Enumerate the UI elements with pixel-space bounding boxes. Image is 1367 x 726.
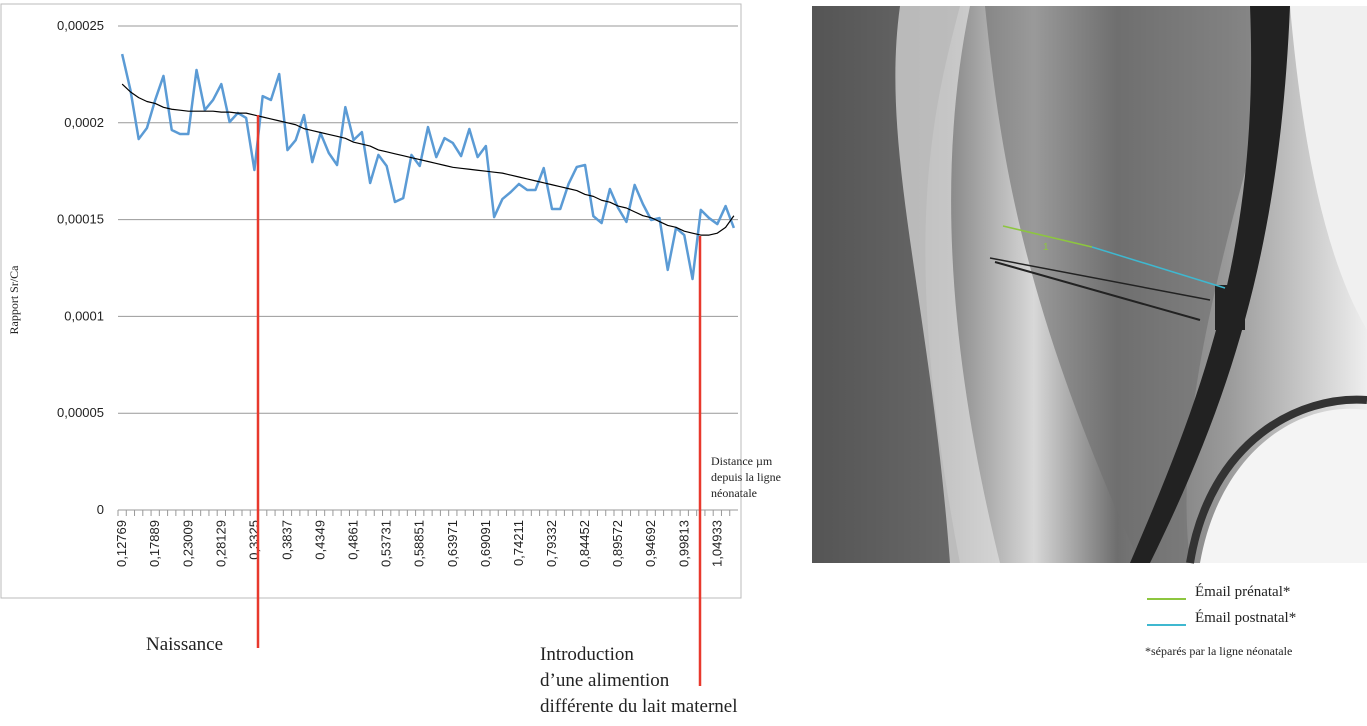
x-tick-label: 0,58851	[412, 520, 427, 567]
x-tick-label: 0,79332	[544, 520, 559, 567]
x-tick-label: 0,53731	[379, 520, 394, 567]
y-axis-label: Rapport Sr/Ca	[7, 265, 21, 335]
y-tick-label: 0,0001	[64, 308, 104, 323]
y-tick-label: 0	[97, 502, 104, 517]
annotation-text: différente du lait maternel	[540, 696, 737, 717]
x-axis-label: depuis la ligne	[711, 470, 781, 484]
x-tick-label: 0,12769	[114, 520, 129, 567]
x-axis-label: néonatale	[711, 486, 757, 500]
x-tick-label: 0,4349	[313, 520, 328, 560]
data-line	[120, 53, 736, 281]
x-tick-label: 0,69091	[478, 520, 493, 567]
annotation-text: Naissance	[146, 634, 223, 655]
chart-frame	[0, 3, 742, 599]
annotation-text: d’une alimention	[540, 670, 670, 691]
photo	[812, 6, 1367, 564]
data-line	[121, 83, 735, 236]
marker-label: 1	[1043, 242, 1049, 253]
y-tick-label: 0,00025	[57, 18, 104, 33]
x-tick-label: 0,94692	[643, 520, 658, 567]
x-tick-label: 0,17889	[147, 520, 162, 567]
x-tick-label: 0,63971	[445, 520, 460, 567]
y-tick-label: 0,00005	[57, 405, 104, 420]
x-tick-label: 0,89572	[610, 520, 625, 567]
x-axis-label: Distance µm	[711, 454, 773, 468]
y-tick-label: 0,0002	[64, 115, 104, 130]
x-tick-label: 0,4861	[346, 520, 361, 560]
legend-label: Émail prénatal*	[1195, 583, 1290, 600]
x-tick-label: 0,28129	[213, 520, 228, 567]
x-tick-label: 0,99813	[676, 520, 691, 567]
annotation-text: Introduction	[540, 644, 634, 665]
x-tick-label: 1,04933	[709, 520, 724, 567]
x-tick-label: 0,84452	[577, 520, 592, 567]
x-tick-label: 0,23009	[180, 520, 195, 567]
legend-label: Émail postnatal*	[1195, 609, 1296, 626]
x-tick-label: 0,3837	[279, 520, 294, 560]
y-tick-label: 0,00015	[57, 212, 104, 227]
legend-note: *séparés par la ligne néonatale	[1145, 644, 1292, 658]
x-tick-label: 0,74211	[511, 520, 526, 566]
